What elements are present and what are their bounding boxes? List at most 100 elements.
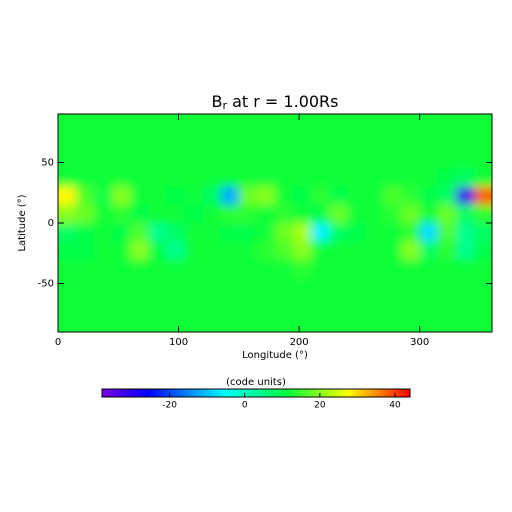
heatmap-cell — [94, 186, 113, 206]
heatmap-cell — [365, 259, 384, 278]
heatmap-cell — [112, 313, 131, 332]
heatmap-cell — [112, 150, 131, 169]
heatmap-cell — [130, 186, 149, 206]
title-main: B — [212, 92, 223, 111]
heatmap-cell — [419, 132, 439, 151]
chart-title: Br at r = 1.00Rs — [212, 92, 339, 113]
heatmap-cell — [293, 223, 312, 242]
heatmap-cell — [148, 168, 167, 188]
heatmap-cell — [166, 186, 186, 206]
heatmap-cell — [401, 168, 421, 188]
heatmap-cell — [455, 313, 475, 332]
heatmap-cell — [202, 204, 222, 224]
heatmap-cell — [329, 186, 348, 206]
heatmap-cell — [275, 223, 294, 242]
heatmap-cell — [419, 259, 439, 278]
heatmap-cell — [58, 259, 77, 278]
heatmap-cell — [220, 204, 240, 224]
heatmap-cell — [184, 223, 204, 242]
heatmap-cell — [202, 313, 222, 332]
heatmap-cell — [202, 150, 222, 169]
heatmap-cell — [419, 168, 439, 188]
heatmap-cell — [130, 223, 149, 242]
heatmap-cell — [473, 204, 492, 224]
heatmap-cell — [166, 313, 186, 332]
heatmap-cell — [347, 313, 366, 332]
heatmap-cell — [130, 313, 149, 332]
heatmap-cell — [148, 259, 167, 278]
heatmap-cell — [130, 277, 149, 297]
heatmap-cell — [473, 168, 492, 188]
heatmap-cell — [202, 241, 222, 260]
heatmap-cell — [419, 186, 439, 206]
heatmap-cell — [347, 132, 366, 151]
heatmap-cell — [437, 132, 457, 151]
heatmap-cell — [293, 150, 312, 169]
heatmap-cell — [256, 114, 276, 133]
heatmap-cell — [76, 259, 95, 278]
heatmap-cell — [166, 114, 186, 133]
heatmap-cell — [202, 277, 222, 297]
heatmap-cell — [473, 295, 492, 315]
y-axis-label: Latitude (°) — [17, 194, 28, 251]
heatmap-cell — [383, 259, 403, 278]
heatmap-cell — [94, 150, 113, 169]
heatmap-cell — [365, 150, 384, 169]
heatmap-cell — [329, 295, 348, 315]
heatmap-cell — [419, 114, 439, 133]
heatmap-cell — [94, 277, 113, 297]
heatmap-cell — [148, 295, 167, 315]
heatmap-cell — [58, 223, 77, 242]
x-axis-label: Longitude (°) — [242, 350, 308, 361]
heatmap-cell — [311, 259, 330, 278]
heatmap-cell — [76, 313, 95, 332]
heatmap-cell — [184, 204, 204, 224]
x-tick-label: 100 — [169, 337, 188, 348]
heatmap-cell — [76, 150, 95, 169]
heatmap-cell — [293, 168, 312, 188]
heatmap-cell — [383, 168, 403, 188]
heatmap-cell — [94, 168, 113, 188]
heatmap-cell — [437, 277, 457, 297]
heatmap-cell — [220, 114, 240, 133]
heatmap-cell — [220, 223, 240, 242]
heatmap-cell — [256, 295, 276, 315]
heatmap-cell — [473, 259, 492, 278]
heatmap-cell — [383, 132, 403, 151]
heatmap-cell — [148, 223, 167, 242]
heatmap-cell — [166, 223, 186, 242]
heatmap-cell — [365, 223, 384, 242]
heatmap-cell — [166, 241, 186, 260]
colorbar-label: (code units) — [226, 377, 286, 388]
heatmap-cell — [76, 204, 95, 224]
heatmap-cell — [148, 277, 167, 297]
heatmap-cell — [256, 313, 276, 332]
heatmap-cell — [455, 277, 475, 297]
heatmap-cell — [256, 204, 276, 224]
heatmap-cell — [293, 313, 312, 332]
heatmap-cell — [148, 150, 167, 169]
heatmap-cell — [238, 150, 258, 169]
heatmap-cell — [148, 313, 167, 332]
heatmap-cell — [220, 132, 240, 151]
heatmap-cell — [238, 132, 258, 151]
heatmap-cell — [347, 114, 366, 133]
heatmap-cell — [256, 259, 276, 278]
heatmap-cell — [455, 168, 475, 188]
heatmap-cell — [148, 241, 167, 260]
heatmap-cell — [437, 313, 457, 332]
heatmap-cell — [275, 150, 294, 169]
heatmap-cell — [455, 259, 475, 278]
heatmap-cell — [202, 223, 222, 242]
heatmap-cell — [256, 223, 276, 242]
heatmap-cell — [437, 295, 457, 315]
heatmap-cell — [419, 277, 439, 297]
heatmap-cell — [148, 186, 167, 206]
heatmap-cell — [419, 150, 439, 169]
heatmap-cell — [220, 259, 240, 278]
heatmap-cell — [256, 132, 276, 151]
heatmap-cell — [473, 186, 492, 206]
heatmap-cell — [329, 277, 348, 297]
heatmap-cell — [365, 313, 384, 332]
